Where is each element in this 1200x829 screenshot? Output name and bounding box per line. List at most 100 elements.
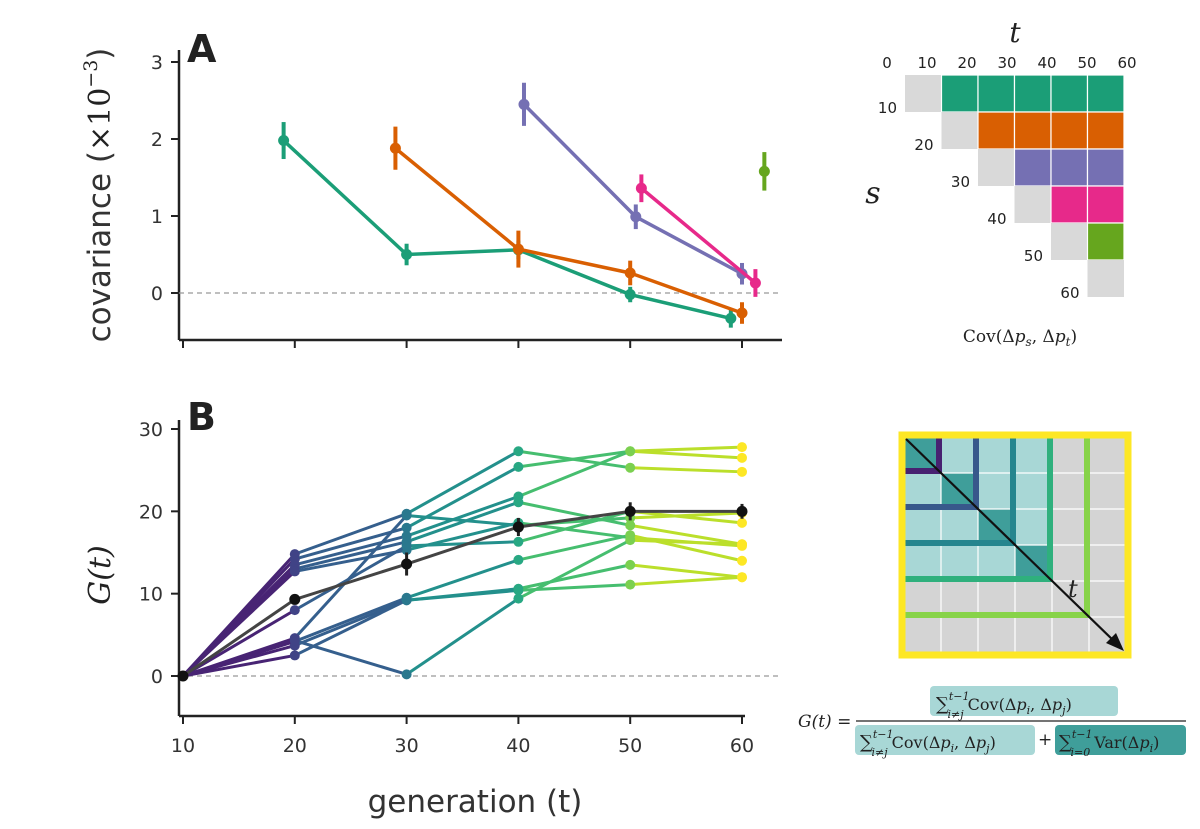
diagonal-cell — [1051, 223, 1088, 260]
series-line — [282, 139, 732, 321]
replicate-segment — [182, 653, 296, 678]
matrix-row-label: 60 — [1060, 284, 1079, 302]
y-tick-label: 30 — [139, 419, 163, 441]
covariance-cell — [1050, 111, 1089, 150]
replicate-segment — [406, 540, 519, 548]
g-matrix-schematic: t — [898, 431, 1132, 659]
outer-frame — [898, 431, 1132, 659]
x-tick-label: 20 — [283, 735, 307, 757]
panel-b: B 0 10 20 30 10 20 30 40 50 60 G(t) — [83, 395, 782, 757]
covariance-cell — [1086, 185, 1125, 224]
matrix-row-label: 30 — [951, 173, 970, 191]
replicate-segment — [518, 500, 631, 527]
formula-denominator-cov-box — [855, 725, 1035, 755]
covariance-cell — [1086, 111, 1125, 150]
data-point — [401, 249, 413, 260]
replicate-point — [737, 452, 747, 463]
panel-b-series — [177, 442, 748, 682]
data-point — [635, 182, 647, 194]
data-point — [725, 312, 737, 324]
x-tick-label: 10 — [171, 735, 195, 757]
matrix-column-labels: 0 10 20 30 40 50 60 — [882, 54, 1136, 72]
data-point — [278, 135, 290, 147]
matrix-row-label: 10 — [878, 99, 897, 117]
replicate-segment — [294, 534, 407, 567]
matrix-row-label: 40 — [987, 210, 1006, 228]
y-tick-label: 10 — [139, 584, 163, 606]
covariance-region-cell — [941, 509, 978, 545]
replicate-point — [625, 520, 636, 531]
covariance-matrix-schematic: t s 0 10 20 30 40 50 60 10 20 30 40 50 60 Cov(Δps, … — [865, 16, 1136, 349]
replicate-point — [513, 554, 524, 565]
panel-b-y-label: G(t) — [83, 545, 118, 604]
replicate-segment — [294, 526, 408, 561]
diagonal-arrow-head — [1106, 633, 1124, 651]
replicate-point — [737, 442, 747, 453]
matrix-column-label: 10 — [917, 54, 936, 72]
replicate-segment — [518, 449, 631, 469]
y-tick-label: 3 — [151, 52, 163, 74]
matrix-column-label: 60 — [1117, 54, 1136, 72]
replicate-point — [625, 446, 636, 457]
matrix-column-label: 20 — [957, 54, 976, 72]
replicate-point — [737, 572, 747, 583]
replicate-point — [625, 579, 636, 590]
covariance-cell — [1086, 222, 1125, 261]
formula-numerator-box — [930, 686, 1118, 716]
diagonal-cell — [1087, 260, 1124, 297]
mean-line — [182, 509, 742, 678]
mean-point — [401, 558, 413, 570]
replicate-segment — [518, 509, 631, 544]
replicate-segment — [293, 514, 408, 640]
replicate-segment — [405, 597, 520, 676]
replicate-point — [401, 595, 412, 606]
series-line — [394, 146, 743, 315]
formula-denominator-var-box — [1055, 725, 1186, 755]
matrix-t-label: t — [1009, 16, 1021, 49]
replicate-point — [289, 566, 300, 577]
replicate-point — [289, 650, 300, 661]
covariance-cell — [1050, 185, 1089, 224]
diagonal-arrow-line — [905, 438, 1117, 644]
data-point — [624, 289, 636, 301]
replicate-segment — [405, 449, 520, 516]
replicate-point — [513, 585, 524, 596]
replicate-segment — [518, 563, 631, 591]
replicate-point — [737, 539, 747, 550]
covariance-region-cell — [978, 545, 1015, 581]
panel-a-letter: A — [187, 27, 217, 71]
matrix-row-label: 20 — [914, 136, 933, 154]
covariance-cell — [977, 111, 1016, 150]
replicate-point — [625, 462, 636, 473]
replicate-point — [289, 635, 300, 646]
replicate-segment — [406, 495, 519, 538]
covariance-cell — [1013, 111, 1052, 150]
replicate-point — [625, 559, 636, 570]
mean-point — [289, 593, 301, 605]
covariance-region-cell — [904, 545, 941, 581]
series-line — [522, 103, 743, 276]
replicate-segment — [294, 596, 408, 643]
mean-point — [512, 521, 524, 533]
replicate-segment — [630, 511, 743, 520]
covariance-region-cell — [904, 473, 941, 509]
replicate-segment — [294, 512, 408, 556]
matrix-column-label: 30 — [997, 54, 1016, 72]
replicate-point — [401, 669, 412, 680]
covariance-region-cell — [941, 437, 978, 473]
formula-denominator-cov: ∑t−1 i≠jCov(Δpi, Δpj) — [860, 728, 996, 759]
replicate-segment — [630, 538, 743, 546]
covariance-cell — [1086, 148, 1125, 187]
series-line — [640, 186, 757, 285]
replicate-point — [513, 461, 524, 472]
mean-point — [624, 505, 636, 517]
replicate-segment — [406, 513, 519, 527]
x-tick-label: 30 — [395, 735, 419, 757]
data-point — [624, 267, 636, 279]
replicate-segment — [406, 588, 519, 602]
y-tick-label: 1 — [151, 206, 163, 228]
panel-a-y-ticks: 0 1 2 3 — [151, 52, 179, 305]
replicate-segment — [629, 523, 743, 546]
replicate-point — [513, 497, 524, 508]
